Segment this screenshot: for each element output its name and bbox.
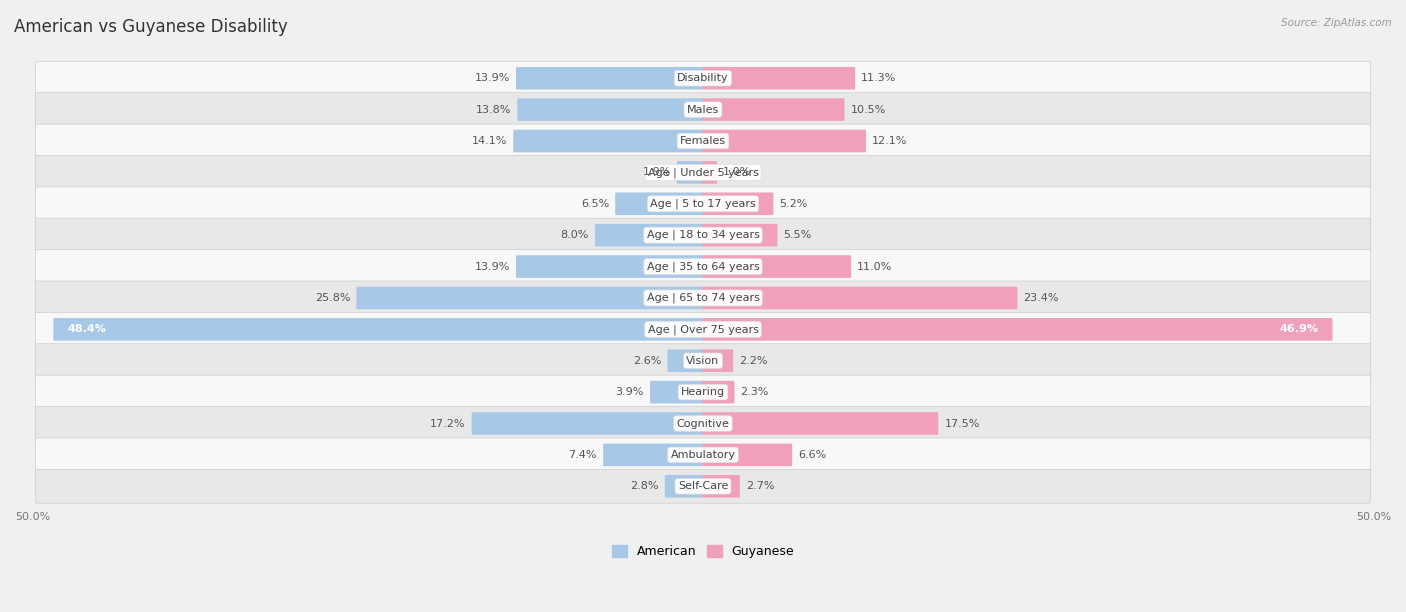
Text: 2.6%: 2.6% — [633, 356, 661, 366]
FancyBboxPatch shape — [35, 250, 1371, 283]
FancyBboxPatch shape — [703, 99, 845, 121]
Text: Age | 35 to 64 years: Age | 35 to 64 years — [647, 261, 759, 272]
Text: 11.3%: 11.3% — [862, 73, 897, 83]
FancyBboxPatch shape — [668, 349, 703, 372]
FancyBboxPatch shape — [513, 130, 703, 152]
FancyBboxPatch shape — [665, 475, 703, 498]
FancyBboxPatch shape — [35, 469, 1371, 503]
Text: 2.8%: 2.8% — [630, 481, 659, 491]
FancyBboxPatch shape — [35, 218, 1371, 252]
FancyBboxPatch shape — [35, 155, 1371, 189]
Text: Vision: Vision — [686, 356, 720, 366]
Text: Males: Males — [688, 105, 718, 114]
FancyBboxPatch shape — [650, 381, 703, 403]
FancyBboxPatch shape — [35, 61, 1371, 95]
FancyBboxPatch shape — [703, 224, 778, 247]
Text: 2.2%: 2.2% — [740, 356, 768, 366]
Text: 2.3%: 2.3% — [741, 387, 769, 397]
FancyBboxPatch shape — [703, 193, 773, 215]
FancyBboxPatch shape — [703, 318, 1333, 341]
Text: 13.9%: 13.9% — [475, 261, 510, 272]
Text: 13.8%: 13.8% — [475, 105, 512, 114]
Text: 6.5%: 6.5% — [581, 199, 609, 209]
Text: 8.0%: 8.0% — [561, 230, 589, 240]
Legend: American, Guyanese: American, Guyanese — [607, 540, 799, 563]
Text: Source: ZipAtlas.com: Source: ZipAtlas.com — [1281, 18, 1392, 28]
Text: Hearing: Hearing — [681, 387, 725, 397]
Text: 25.8%: 25.8% — [315, 293, 350, 303]
FancyBboxPatch shape — [35, 281, 1371, 315]
FancyBboxPatch shape — [35, 438, 1371, 472]
FancyBboxPatch shape — [703, 349, 733, 372]
Text: Ambulatory: Ambulatory — [671, 450, 735, 460]
Text: 14.1%: 14.1% — [472, 136, 508, 146]
Text: 5.2%: 5.2% — [779, 199, 808, 209]
FancyBboxPatch shape — [35, 187, 1371, 221]
Text: American vs Guyanese Disability: American vs Guyanese Disability — [14, 18, 288, 36]
Text: 11.0%: 11.0% — [858, 261, 893, 272]
Text: 3.9%: 3.9% — [616, 387, 644, 397]
FancyBboxPatch shape — [517, 99, 703, 121]
FancyBboxPatch shape — [703, 255, 851, 278]
FancyBboxPatch shape — [676, 161, 703, 184]
Text: Age | Under 5 years: Age | Under 5 years — [648, 167, 758, 177]
Text: Age | 18 to 34 years: Age | 18 to 34 years — [647, 230, 759, 241]
Text: 23.4%: 23.4% — [1024, 293, 1059, 303]
FancyBboxPatch shape — [703, 412, 938, 435]
FancyBboxPatch shape — [35, 344, 1371, 378]
Text: Self-Care: Self-Care — [678, 481, 728, 491]
FancyBboxPatch shape — [616, 193, 703, 215]
FancyBboxPatch shape — [703, 161, 717, 184]
Text: 7.4%: 7.4% — [568, 450, 598, 460]
FancyBboxPatch shape — [516, 255, 703, 278]
FancyBboxPatch shape — [603, 444, 703, 466]
FancyBboxPatch shape — [35, 406, 1371, 441]
Text: 12.1%: 12.1% — [872, 136, 907, 146]
Text: 1.9%: 1.9% — [643, 168, 671, 177]
Text: Females: Females — [681, 136, 725, 146]
Text: 48.4%: 48.4% — [67, 324, 107, 334]
Text: Age | Over 75 years: Age | Over 75 years — [648, 324, 758, 335]
FancyBboxPatch shape — [35, 124, 1371, 158]
FancyBboxPatch shape — [35, 375, 1371, 409]
FancyBboxPatch shape — [703, 67, 855, 89]
Text: 10.5%: 10.5% — [851, 105, 886, 114]
Text: 17.2%: 17.2% — [430, 419, 465, 428]
Text: Disability: Disability — [678, 73, 728, 83]
FancyBboxPatch shape — [595, 224, 703, 247]
Text: Age | 5 to 17 years: Age | 5 to 17 years — [650, 198, 756, 209]
Text: Cognitive: Cognitive — [676, 419, 730, 428]
FancyBboxPatch shape — [703, 130, 866, 152]
Text: 13.9%: 13.9% — [475, 73, 510, 83]
FancyBboxPatch shape — [35, 312, 1371, 346]
FancyBboxPatch shape — [516, 67, 703, 89]
FancyBboxPatch shape — [472, 412, 703, 435]
FancyBboxPatch shape — [53, 318, 703, 341]
Text: 46.9%: 46.9% — [1279, 324, 1319, 334]
Text: 1.0%: 1.0% — [723, 168, 751, 177]
Text: 6.6%: 6.6% — [799, 450, 827, 460]
Text: 5.5%: 5.5% — [783, 230, 811, 240]
FancyBboxPatch shape — [703, 381, 734, 403]
FancyBboxPatch shape — [356, 286, 703, 309]
Text: 17.5%: 17.5% — [945, 419, 980, 428]
FancyBboxPatch shape — [35, 92, 1371, 127]
FancyBboxPatch shape — [703, 475, 740, 498]
Text: Age | 65 to 74 years: Age | 65 to 74 years — [647, 293, 759, 303]
FancyBboxPatch shape — [703, 444, 792, 466]
Text: 2.7%: 2.7% — [747, 481, 775, 491]
FancyBboxPatch shape — [703, 286, 1018, 309]
